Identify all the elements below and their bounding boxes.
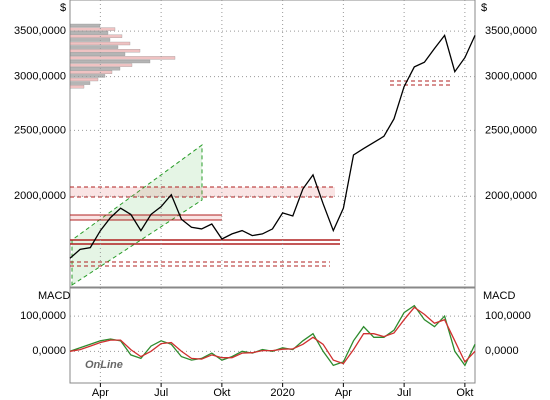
volume-bar (69, 23, 101, 28)
y-tick-label: 2500,0000 (485, 124, 537, 136)
x-tick-label: Apr (335, 387, 352, 399)
panel-title: MACD (38, 290, 70, 302)
y-tick-label: 0,0000 (32, 345, 66, 357)
volume-bar (69, 74, 106, 78)
volume-bar (69, 81, 91, 85)
volume-bar (69, 77, 99, 82)
volume-bar (69, 27, 116, 31)
y-tick-label: 0,0000 (485, 345, 519, 357)
volume-bar (69, 63, 133, 67)
y-axis-label: $ (481, 2, 487, 14)
y-tick-label: 3500,0000 (14, 25, 66, 37)
y-tick-label: 100,0000 (485, 310, 531, 322)
panel-title: MACD (483, 290, 515, 302)
x-tick-label: Jul (154, 387, 168, 399)
y-tick-label: 2000,0000 (485, 190, 537, 202)
zone (70, 215, 222, 220)
y-tick-label: 3000,0000 (485, 71, 537, 83)
x-tick-label: Okt (456, 387, 473, 399)
volume-bar (69, 45, 119, 49)
x-tick-label: Okt (213, 387, 230, 399)
macd-panel (69, 287, 476, 384)
y-tick-label: 2000,0000 (14, 190, 66, 202)
volume-bar (69, 67, 121, 71)
y-tick-label: 100,0000 (20, 310, 66, 322)
price-panel (69, 0, 476, 288)
y-tick-label: 3500,0000 (485, 25, 537, 37)
volume-bar (69, 38, 111, 42)
watermark: OnLine (85, 359, 123, 371)
zone (70, 187, 335, 197)
annotations (70, 80, 452, 286)
volume-bar (69, 85, 85, 89)
y-axis-label: $ (60, 2, 66, 14)
x-tick-label: Jul (397, 387, 411, 399)
volume-bar (69, 49, 141, 53)
data-line (69, 304, 476, 367)
x-tick-label: Apr (92, 387, 109, 399)
volume-bar (69, 31, 109, 35)
y-tick-label: 3000,0000 (14, 71, 66, 83)
volume-bar (69, 34, 123, 38)
data-line (69, 33, 476, 259)
volume-bar (69, 56, 176, 60)
y-tick-label: 2500,0000 (14, 124, 66, 136)
x-tick-label: 2020 (270, 387, 294, 399)
volume-bar (69, 59, 151, 64)
volume-bar (69, 70, 113, 74)
volume-bar (69, 52, 126, 56)
data-line (69, 306, 476, 365)
